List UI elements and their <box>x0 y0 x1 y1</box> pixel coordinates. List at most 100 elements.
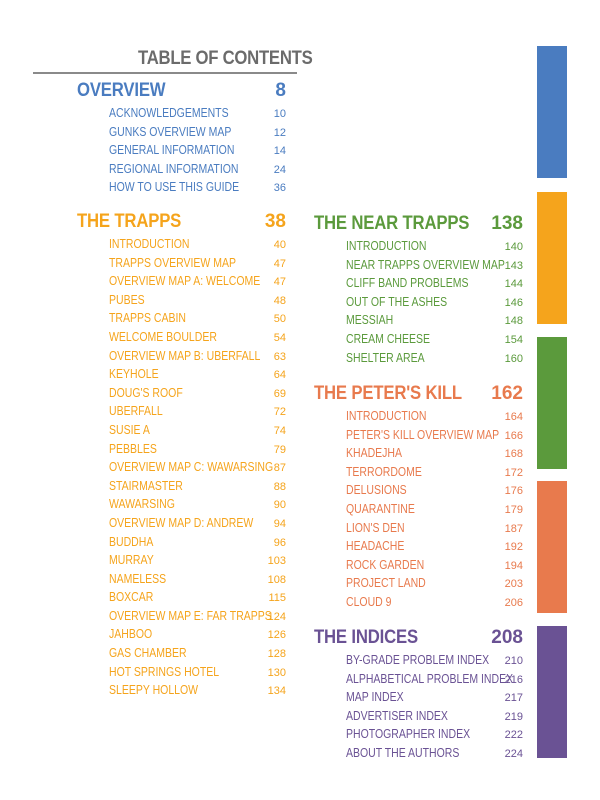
toc-entry-label: ROCK GARDEN <box>346 557 425 572</box>
toc-entry[interactable]: MAP INDEX 217 <box>346 690 523 709</box>
toc-entry[interactable]: CLOUD 9 206 <box>346 595 523 614</box>
toc-entry[interactable]: LION'S DEN 187 <box>346 521 523 540</box>
toc-entry-page: 194 <box>504 559 523 572</box>
toc-entry[interactable]: SUSIE A 74 <box>109 423 286 442</box>
toc-entry-page: 148 <box>504 315 523 328</box>
toc-entry[interactable]: ROCK GARDEN 194 <box>346 558 523 577</box>
section-tab-peters-kill[interactable] <box>537 481 567 613</box>
section-entries: INTRODUCTION 164 PETER'S KILL OVERVIEW MAP… <box>314 409 523 614</box>
toc-entry-label: DOUG'S ROOF <box>109 385 183 400</box>
toc-entry-page: 134 <box>267 685 286 698</box>
toc-entry[interactable]: ABOUT THE AUTHORS 224 <box>346 746 523 765</box>
toc-entry[interactable]: MURRAY 103 <box>109 553 286 572</box>
toc-entry[interactable]: NAMELESS 108 <box>109 572 286 591</box>
toc-entry[interactable]: ACKNOWLEDGEMENTS 10 <box>109 106 286 125</box>
toc-entry[interactable]: PEBBLES 79 <box>109 442 286 461</box>
toc-entry-label: SHELTER AREA <box>346 350 425 365</box>
toc-entry-label: BY-GRADE PROBLEM INDEX <box>346 653 490 667</box>
toc-entry[interactable]: GENERAL INFORMATION 14 <box>109 143 286 162</box>
toc-entry-label: OVERVIEW MAP B: UBERFALL <box>109 348 261 363</box>
toc-entry[interactable]: OVERVIEW MAP B: UBERFALL 63 <box>109 349 286 368</box>
section-header[interactable]: OVERVIEW 8 <box>77 80 286 106</box>
toc-entry[interactable]: MESSIAH 148 <box>346 313 523 332</box>
toc-entry[interactable]: INTRODUCTION 140 <box>346 239 523 258</box>
toc-entry-page: 40 <box>273 239 286 251</box>
toc-entry[interactable]: TERRORDOME 172 <box>346 465 523 484</box>
toc-entry[interactable]: OVERVIEW MAP A: WELCOME 47 <box>109 274 286 293</box>
section-page-number: 38 <box>264 211 286 232</box>
toc-entry[interactable]: GUNKS OVERVIEW MAP 12 <box>109 125 286 144</box>
section-header[interactable]: THE TRAPPS 38 <box>77 211 286 237</box>
section-entries: BY-GRADE PROBLEM INDEX 210 ALPHABETICAL PR… <box>314 653 523 765</box>
toc-entry[interactable]: BOXCAR 115 <box>109 590 286 609</box>
toc-entry-page: 210 <box>504 655 523 667</box>
toc-entry-page: 90 <box>273 499 286 512</box>
toc-entry-label: KEYHOLE <box>109 367 159 382</box>
toc-entry[interactable]: SLEEPY HOLLOW 134 <box>109 683 286 702</box>
toc-entry[interactable]: DELUSIONS 176 <box>346 483 523 502</box>
toc-entry[interactable]: HOW TO USE THIS GUIDE 36 <box>109 180 286 199</box>
toc-entry[interactable]: BUDDHA 96 <box>109 535 286 554</box>
toc-entry-page: 124 <box>267 610 286 623</box>
toc-entry-page: 64 <box>273 369 286 382</box>
toc-entry[interactable]: WELCOME BOULDER 54 <box>109 330 286 349</box>
section-header[interactable]: THE NEAR TRAPPS 138 <box>314 213 523 239</box>
toc-entry[interactable]: INTRODUCTION 164 <box>346 409 523 428</box>
toc-entry[interactable]: WAWARSING 90 <box>109 497 286 516</box>
toc-entry[interactable]: KEYHOLE 64 <box>109 367 286 386</box>
title-divider <box>33 72 297 74</box>
toc-entry-page: 47 <box>273 276 286 289</box>
toc-entry[interactable]: SHELTER AREA 160 <box>346 351 523 370</box>
toc-entry[interactable]: CREAM CHEESE 154 <box>346 332 523 351</box>
toc-entry-page: 96 <box>273 536 286 549</box>
toc-entry-label: GUNKS OVERVIEW MAP <box>109 124 232 139</box>
toc-entry[interactable]: PUBES 48 <box>109 293 286 312</box>
toc-entry[interactable]: TRAPPS CABIN 50 <box>109 311 286 330</box>
toc-entry-label: GAS CHAMBER <box>109 646 187 661</box>
toc-entry[interactable]: KHADEJHA 168 <box>346 446 523 465</box>
toc-entry[interactable]: ALPHABETICAL PROBLEM INDEX 216 <box>346 672 523 691</box>
toc-entry-label: INTRODUCTION <box>109 237 190 251</box>
toc-entry-label: JAHBOO <box>109 627 153 642</box>
toc-entry[interactable]: OVERVIEW MAP D: ANDREW 94 <box>109 516 286 535</box>
toc-entry[interactable]: HOT SPRINGS HOTEL 130 <box>109 665 286 684</box>
toc-entry[interactable]: OVERVIEW MAP E: FAR TRAPPS 124 <box>109 609 286 628</box>
section-header[interactable]: THE PETER'S KILL 162 <box>314 383 523 409</box>
section-tab-indices[interactable] <box>537 626 567 758</box>
section-tab-trapps[interactable] <box>537 192 567 324</box>
toc-entry[interactable]: REGIONAL INFORMATION 24 <box>109 162 286 181</box>
toc-entry-label: NAMELESS <box>109 571 167 586</box>
toc-entry[interactable]: STAIRMASTER 88 <box>109 479 286 498</box>
toc-entry[interactable]: OUT OF THE ASHES 146 <box>346 295 523 314</box>
toc-entry[interactable]: BY-GRADE PROBLEM INDEX 210 <box>346 653 523 672</box>
toc-entry-label: WAWARSING <box>109 497 175 512</box>
toc-entry[interactable]: DOUG'S ROOF 69 <box>109 386 286 405</box>
toc-entry[interactable]: TRAPPS OVERVIEW MAP 47 <box>109 256 286 275</box>
toc-entry[interactable]: CLIFF BAND PROBLEMS 144 <box>346 276 523 295</box>
toc-entry[interactable]: ADVERTISER INDEX 219 <box>346 709 523 728</box>
toc-entry[interactable]: GAS CHAMBER 128 <box>109 646 286 665</box>
toc-entry-label: SUSIE A <box>109 422 150 437</box>
toc-entry-label: OVERVIEW MAP D: ANDREW <box>109 515 254 530</box>
toc-entry[interactable]: UBERFALL 72 <box>109 404 286 423</box>
toc-entry-page: 222 <box>504 729 523 742</box>
toc-entry[interactable]: QUARANTINE 179 <box>346 502 523 521</box>
section-tab-overview[interactable] <box>537 46 567 178</box>
toc-entry[interactable]: OVERVIEW MAP C: WAWARSING 87 <box>109 460 286 479</box>
section-tab-near-trapps[interactable] <box>537 337 567 469</box>
toc-entry-label: PUBES <box>109 292 145 307</box>
toc-entry[interactable]: INTRODUCTION 40 <box>109 237 286 256</box>
toc-entry[interactable]: PHOTOGRAPHER INDEX 222 <box>346 727 523 746</box>
section-the-trapps: THE TRAPPS 38 INTRODUCTION 40 TRAPPS OVERVIE… <box>77 211 286 702</box>
toc-entry-label: INTRODUCTION <box>346 409 427 423</box>
toc-entry-label: STAIRMASTER <box>109 478 183 493</box>
section-page-number: 162 <box>491 383 523 404</box>
toc-entry[interactable]: JAHBOO 126 <box>109 627 286 646</box>
section-header[interactable]: THE INDICES 208 <box>314 627 523 653</box>
toc-entry[interactable]: HEADACHE 192 <box>346 539 523 558</box>
toc-entry[interactable]: PROJECT LAND 203 <box>346 576 523 595</box>
toc-entry[interactable]: NEAR TRAPPS OVERVIEW MAP 143 <box>346 258 523 277</box>
toc-entry-label: HEADACHE <box>346 539 405 554</box>
toc-entry[interactable]: PETER'S KILL OVERVIEW MAP 166 <box>346 428 523 447</box>
toc-entry-page: 168 <box>504 448 523 461</box>
